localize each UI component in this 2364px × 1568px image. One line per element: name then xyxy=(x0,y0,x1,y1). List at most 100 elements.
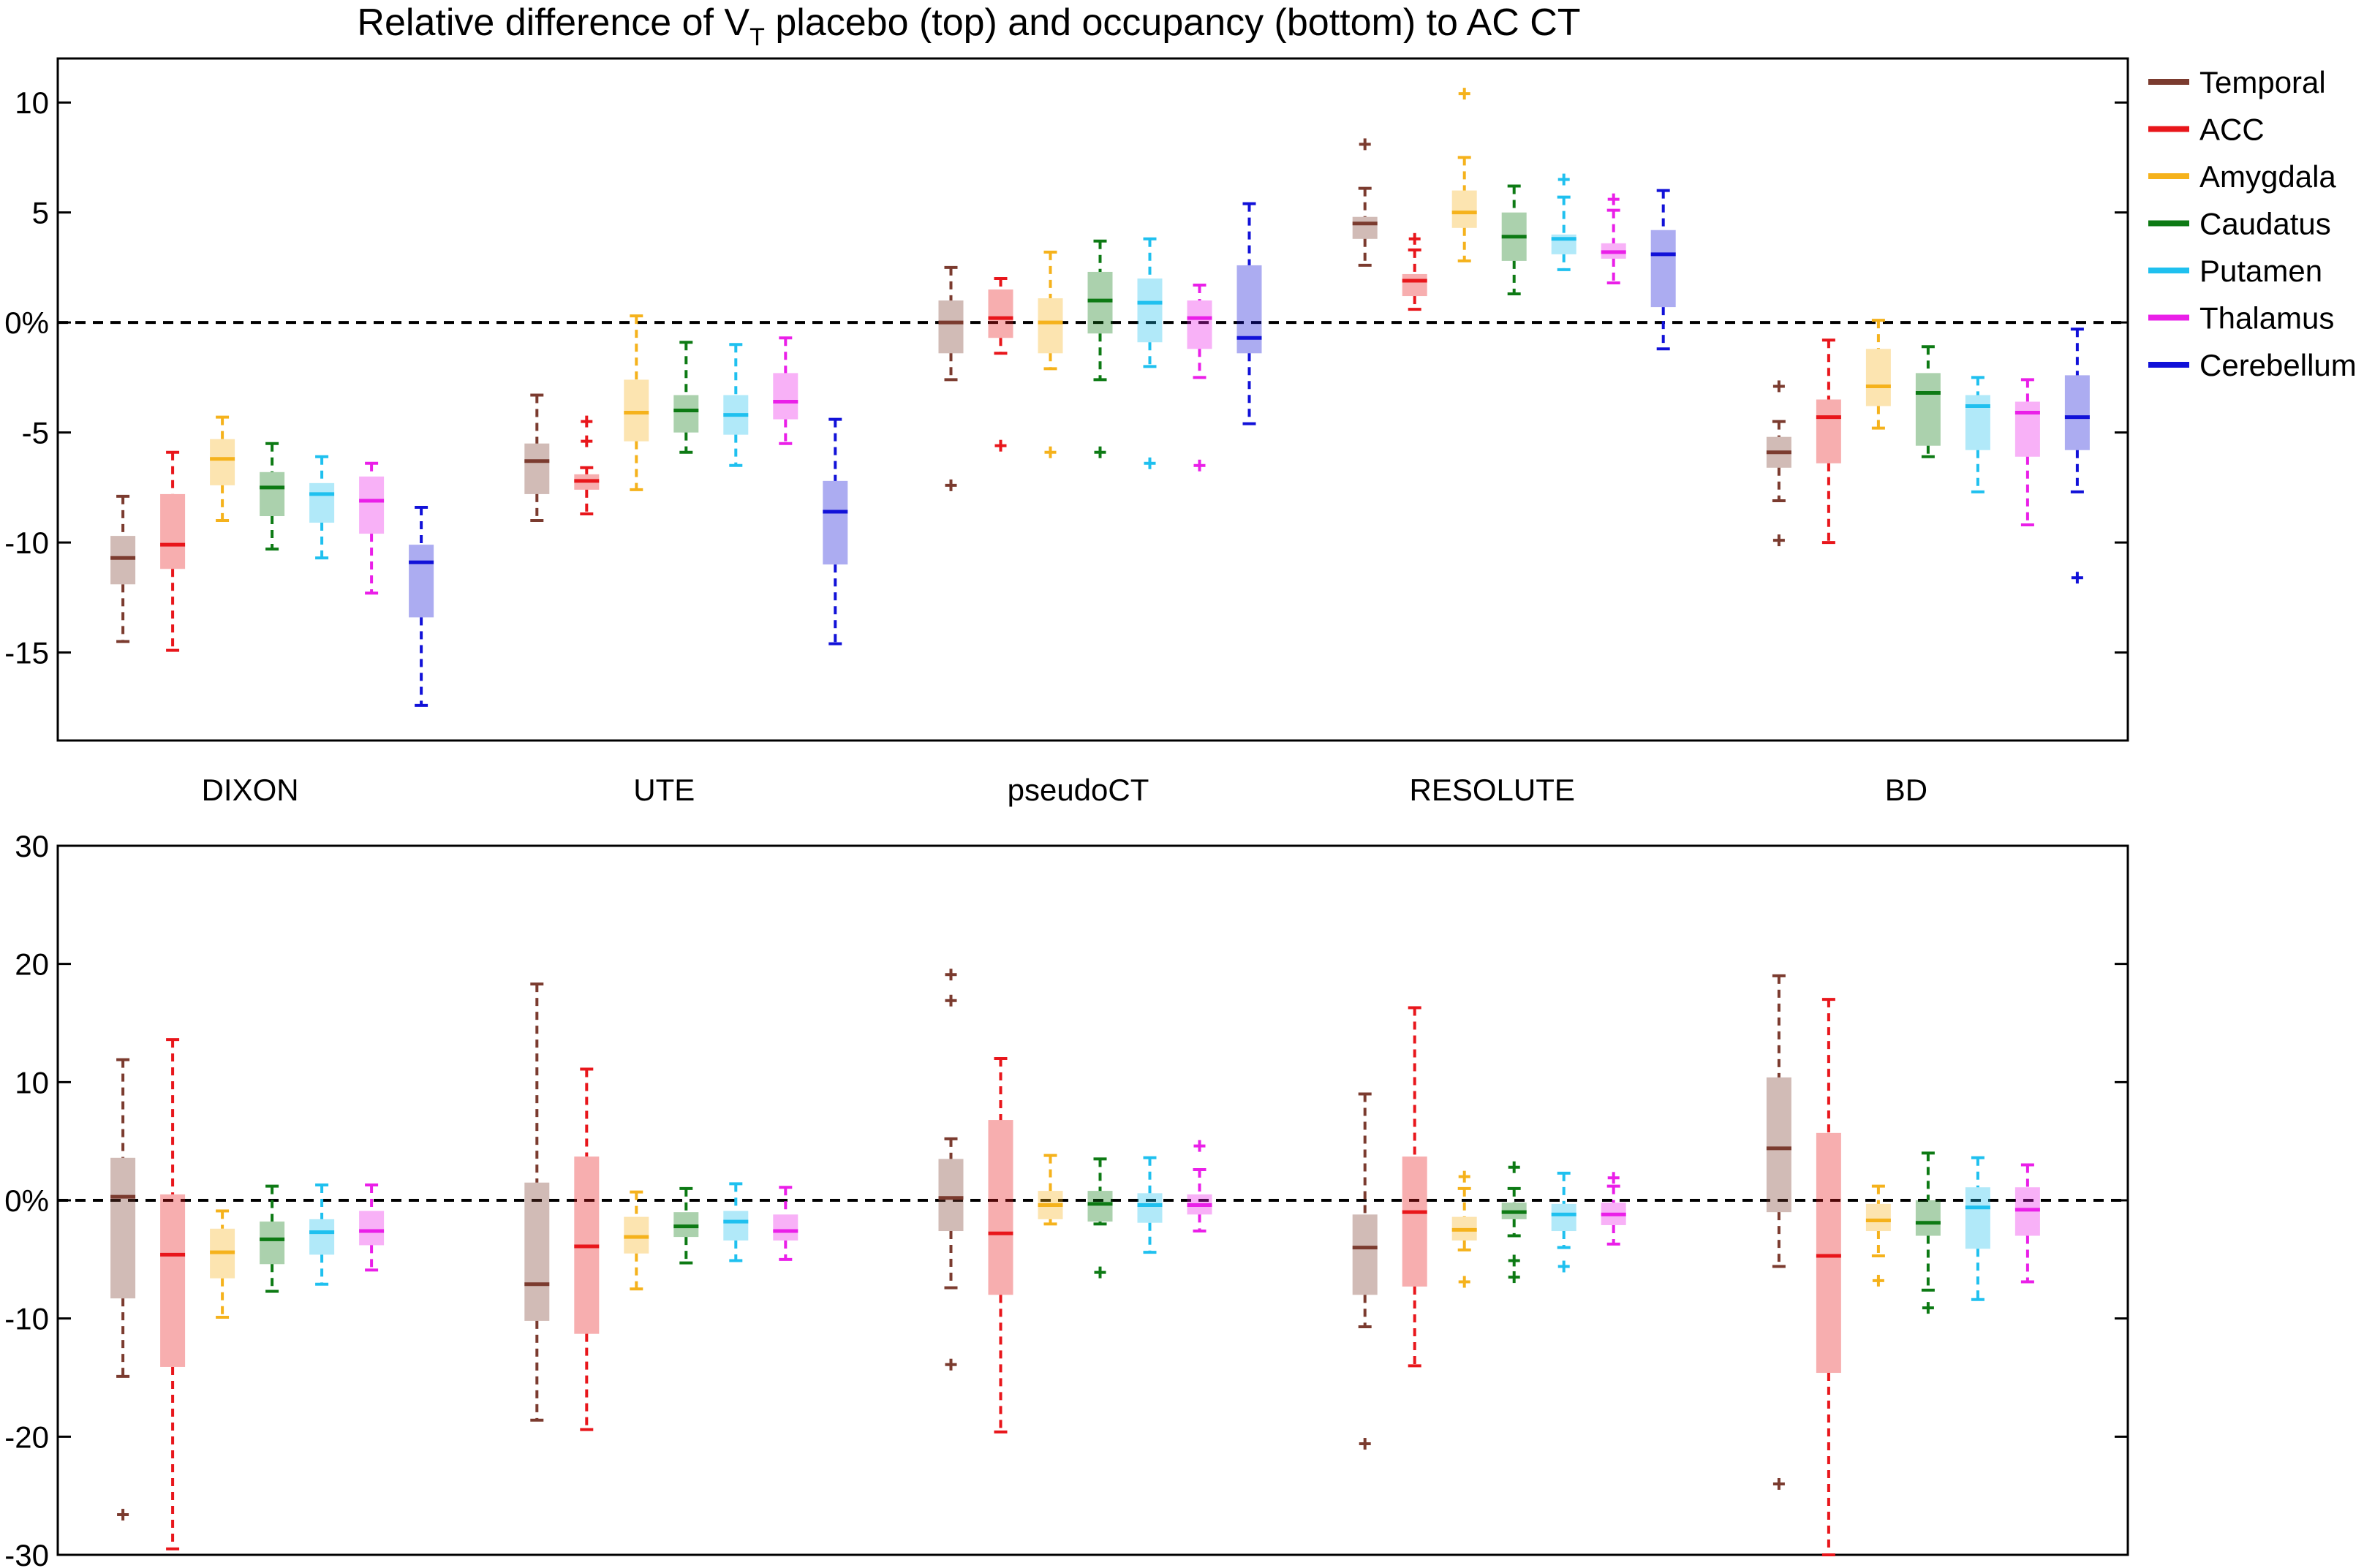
legend-label-amygdala: Amygdala xyxy=(2199,159,2336,194)
outlier-marker xyxy=(994,439,1007,452)
box-thalamus-dixon xyxy=(359,461,385,595)
box-iqr xyxy=(1038,298,1063,354)
box-amygdala-dixon xyxy=(210,415,235,523)
box-cerebellum-bd xyxy=(2064,327,2090,584)
chart-title: Relative difference of VT placebo (top) … xyxy=(357,1,1580,51)
outlier-marker xyxy=(1359,138,1371,151)
box-iqr xyxy=(1650,230,1676,308)
legend-label-cerebellum: Cerebellum xyxy=(2199,348,2357,382)
outlier-marker xyxy=(1458,88,1470,100)
box-iqr xyxy=(1137,1193,1163,1223)
box-iqr xyxy=(409,545,434,618)
bottom-ytick-label: 30 xyxy=(15,829,49,863)
box-iqr xyxy=(823,480,848,565)
method-labels: DIXON UTE pseudoCT RESOLUTE BD xyxy=(202,773,1927,807)
bottom-ytick-label: -20 xyxy=(4,1420,49,1454)
box-temporal-ute xyxy=(524,982,550,1422)
top-ytick-label: -10 xyxy=(4,526,49,560)
top-ytick-label: -5 xyxy=(22,416,49,450)
box-putamen-resolute xyxy=(1551,173,1576,271)
box-iqr xyxy=(1965,1187,1990,1249)
outlier-marker xyxy=(581,435,593,447)
box-putamen-dixon xyxy=(309,1183,335,1286)
box-thalamus-bd xyxy=(2014,378,2040,527)
box-iqr xyxy=(723,1211,749,1241)
box-thalamus-ute xyxy=(773,336,798,445)
box-temporal-ute xyxy=(524,393,550,523)
box-temporal-dixon xyxy=(110,1058,136,1521)
box-iqr xyxy=(1551,1203,1576,1232)
box-iqr xyxy=(1915,1200,1941,1236)
box-iqr xyxy=(1402,273,1427,297)
box-caudatus-resolute xyxy=(1501,1161,1527,1284)
box-cerebellum-ute xyxy=(823,417,848,645)
outlier-marker xyxy=(945,1358,957,1371)
box-iqr xyxy=(1402,1156,1427,1287)
outlier-marker xyxy=(1144,457,1156,469)
box-iqr xyxy=(160,1194,186,1367)
box-caudatus-bd xyxy=(1915,345,1941,458)
legend: Temporal ACC Amygdala Caudatus Putamen Thalam… xyxy=(2148,65,2357,382)
outlier-marker xyxy=(1458,1276,1470,1288)
legend-label-temporal: Temporal xyxy=(2199,65,2326,99)
top-ytick-label: -15 xyxy=(4,636,49,670)
box-acc-ute xyxy=(574,415,600,516)
top-ytick-label: 5 xyxy=(32,196,49,230)
bottom-panel: 30 20 10 0% -10 -20 -30 xyxy=(4,829,2129,1568)
box-iqr xyxy=(359,1211,385,1246)
box-acc-ute xyxy=(574,1067,600,1431)
box-iqr xyxy=(260,471,285,517)
outlier-marker xyxy=(1772,1478,1785,1490)
box-caudatus-bd xyxy=(1915,1151,1941,1314)
box-iqr xyxy=(524,1182,550,1321)
outlier-marker xyxy=(117,1509,129,1521)
box-temporal-pseudoct xyxy=(938,265,964,491)
box-cerebellum-pseudoct xyxy=(1236,202,1262,425)
box-thalamus-resolute xyxy=(1601,1172,1626,1246)
outlier-marker xyxy=(1607,1172,1620,1184)
box-iqr xyxy=(1965,395,1990,450)
box-putamen-pseudoct xyxy=(1137,237,1163,469)
box-iqr xyxy=(524,443,550,494)
method-label-dixon: DIXON xyxy=(202,773,299,807)
box-acc-pseudoct xyxy=(988,276,1013,452)
outlier-marker xyxy=(1508,1271,1520,1284)
box-acc-resolute xyxy=(1402,1006,1427,1368)
box-iqr xyxy=(2014,401,2040,457)
box-amygdala-bd xyxy=(1865,319,1891,430)
outlier-marker xyxy=(1094,1266,1106,1279)
box-iqr xyxy=(1865,349,1891,406)
box-temporal-bd xyxy=(1766,974,1791,1490)
box-iqr xyxy=(1087,1191,1113,1222)
box-iqr xyxy=(260,1222,285,1265)
box-putamen-ute xyxy=(723,1182,749,1262)
box-iqr xyxy=(1766,1077,1791,1213)
method-label-pseudoct: pseudoCT xyxy=(1008,773,1149,807)
box-temporal-dixon xyxy=(110,494,136,643)
outlier-marker xyxy=(1508,1254,1520,1267)
box-caudatus-ute xyxy=(673,341,699,454)
box-acc-bd xyxy=(1816,998,1841,1556)
bottom-ytick-label: -10 xyxy=(4,1302,49,1336)
box-caudatus-ute xyxy=(673,1186,699,1265)
legend-label-caudatus: Caudatus xyxy=(2199,207,2331,241)
box-putamen-resolute xyxy=(1551,1171,1576,1273)
box-amygdala-resolute xyxy=(1451,1170,1477,1288)
box-iqr xyxy=(1451,190,1477,228)
box-iqr xyxy=(1865,1203,1891,1232)
box-iqr xyxy=(988,1120,1013,1295)
box-iqr xyxy=(309,1219,335,1255)
box-acc-dixon xyxy=(160,450,186,652)
box-thalamus-pseudoct xyxy=(1187,283,1212,471)
box-iqr xyxy=(938,300,964,354)
box-iqr xyxy=(1187,300,1212,349)
box-thalamus-resolute xyxy=(1601,193,1626,284)
bottom-ytick-label: 0% xyxy=(4,1183,49,1218)
box-iqr xyxy=(773,1214,798,1241)
box-amygdala-pseudoct xyxy=(1038,250,1063,458)
outlier-marker xyxy=(1772,380,1785,393)
outlier-marker xyxy=(1557,173,1570,186)
box-acc-pseudoct xyxy=(988,1057,1013,1433)
box-amygdala-resolute xyxy=(1451,88,1477,262)
